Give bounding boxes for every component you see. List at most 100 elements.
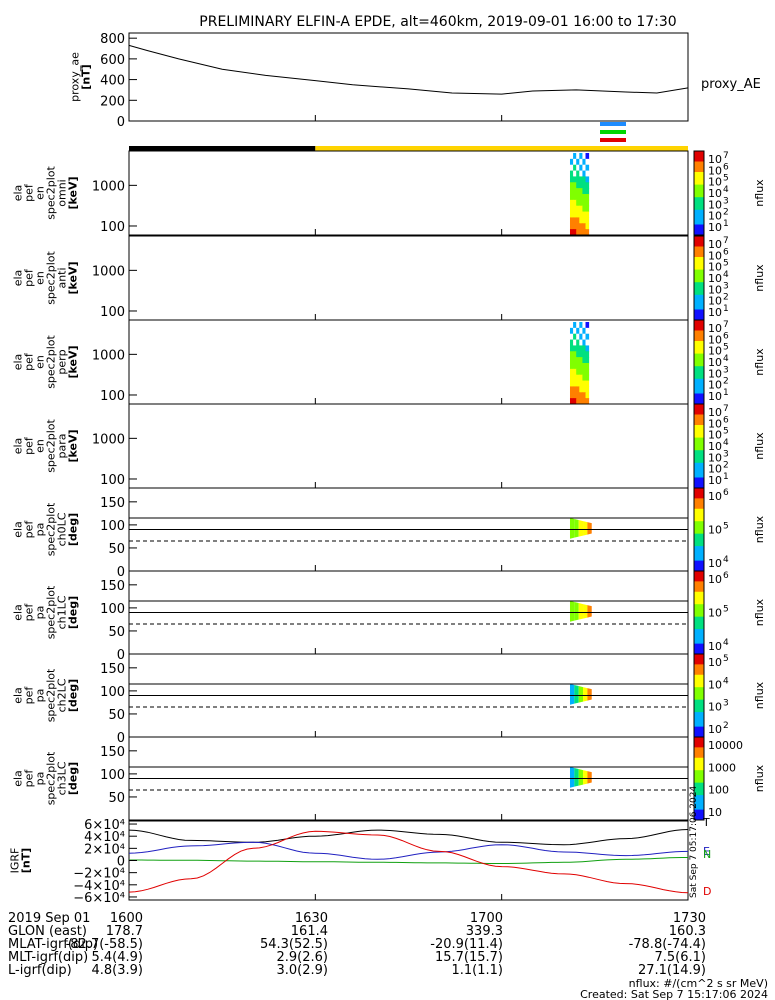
pitch-angle-panel-ylabel-line: pa — [34, 772, 47, 786]
colorbar-tick-label: 10 — [708, 806, 722, 819]
colorbar-segment — [694, 614, 704, 618]
spectrogram-cell — [585, 217, 590, 224]
spectrogram-cell — [579, 229, 583, 236]
spectrogram-cell — [573, 205, 577, 213]
colorbar-segment — [694, 701, 704, 705]
spectrogram-cell — [579, 158, 583, 166]
colorbar-tick-label: 10 — [708, 295, 722, 308]
energy-tick-label: 100 — [100, 305, 125, 320]
ephemeris-value: 7.5(6.1) — [655, 950, 707, 965]
energy-panel-ylabel-line: spec2plot — [45, 251, 58, 305]
energy-panel-ylabel-line: [keV] — [67, 345, 80, 378]
spectrogram-cell — [582, 170, 587, 177]
spectrogram-cell — [579, 164, 583, 172]
pitch-angle-cell — [569, 766, 575, 788]
colorbar-segment — [694, 456, 704, 460]
colorbar-tick-label: 10 — [708, 463, 722, 476]
colorbar-tick-label: 1000 — [708, 761, 736, 774]
spectrogram-cell — [569, 357, 574, 364]
spectrogram-cell — [576, 153, 580, 160]
energy-panel-ylabel-line: ela — [12, 354, 25, 371]
pitch-angle-tick-label: 150 — [100, 496, 125, 511]
colorbar-segment — [694, 577, 704, 580]
colorbar-segment — [694, 541, 704, 545]
colorbar-segment — [694, 169, 704, 173]
colorbar-segment — [694, 548, 704, 551]
colorbar-segment — [694, 637, 704, 640]
spectrogram-cell — [573, 392, 577, 399]
colorbar-title: nflux — [753, 179, 766, 207]
colorbar-segment — [694, 537, 704, 541]
colorbar-segment — [694, 641, 704, 645]
igrf-tick-label: 6×10⁴ — [84, 818, 125, 833]
colorbar-tick-label: 10 — [708, 557, 722, 570]
spectrogram-cell — [579, 223, 583, 230]
spectrogram-cell — [569, 351, 574, 358]
colorbar-segment — [694, 581, 704, 584]
pitch-angle-cell — [587, 605, 592, 618]
colorbar-segment — [694, 265, 704, 268]
colorbar-segment — [694, 643, 704, 647]
igrf-legend-T: T — [702, 816, 710, 829]
spectrogram-cell — [569, 194, 574, 201]
colorbar-segment — [694, 728, 704, 732]
spectrogram-cell — [576, 380, 580, 387]
colorbar-segment — [694, 420, 704, 424]
spectrogram-cell — [585, 327, 590, 335]
spectrogram-cell — [585, 153, 590, 160]
colorbar-segment — [694, 244, 704, 247]
colorbar-tick-exponent: 4 — [723, 555, 729, 565]
colorbar-segment — [694, 676, 704, 680]
spectrogram-cell — [579, 211, 583, 218]
colorbar-segment — [694, 357, 704, 361]
colorbar-segment — [694, 374, 704, 378]
energy-panel-ylabel-line: pef — [23, 268, 36, 287]
spectrogram-cell — [579, 194, 583, 201]
colorbar-segment — [694, 271, 704, 275]
colorbar-segment — [694, 492, 704, 495]
energy-panel-ylabel-line: spec2plot — [45, 166, 58, 220]
colorbar-tick-exponent: 2 — [723, 208, 729, 218]
colorbar-segment — [694, 566, 704, 570]
pitch-angle-panel-ylabel-line: spec2plot — [45, 668, 58, 722]
colorbar-segment — [694, 680, 704, 684]
colorbar-tick-exponent: 7 — [723, 151, 729, 161]
spectrogram-cell — [573, 345, 577, 352]
colorbar-segment — [694, 722, 704, 726]
colorbar-tick-label: 100 — [708, 784, 729, 797]
colorbar-title: nflux — [753, 348, 766, 376]
colorbar-segment — [694, 745, 704, 748]
spectrogram-cell — [585, 229, 590, 236]
energy-panel-ylabel-line: pef — [23, 352, 36, 371]
colorbar-segment — [694, 610, 704, 613]
colorbar-segment — [694, 362, 704, 365]
colorbar-segment — [694, 647, 704, 651]
colorbar-tick-label: 10 — [708, 723, 722, 736]
spectrogram-cell — [569, 322, 574, 329]
colorbar-segment — [694, 726, 704, 730]
colorbar-segment — [694, 263, 704, 266]
colorbar-segment — [694, 622, 704, 626]
ephemeris-row-label: MLAT-igrf(dip) — [8, 937, 98, 952]
colorbar-segment — [694, 782, 704, 786]
spectrogram-cell — [579, 153, 583, 160]
energy-tick-label: 1000 — [92, 179, 125, 194]
colorbar-segment — [694, 710, 704, 713]
spectrogram-cell — [569, 374, 574, 382]
colorbar-segment — [694, 193, 704, 196]
spectrogram-cell — [576, 194, 580, 201]
colorbar-segment — [694, 571, 704, 574]
colorbar-segment — [694, 732, 704, 736]
colorbar-segment — [694, 355, 704, 359]
spectrogram-cell — [576, 345, 580, 352]
colorbar-segment — [694, 620, 704, 624]
colorbar-tick-exponent: 7 — [723, 236, 729, 246]
colorbar-segment — [694, 629, 704, 632]
colorbar-segment — [694, 612, 704, 616]
spectrogram-cell — [585, 374, 590, 382]
spectrogram-cell — [569, 182, 574, 189]
colorbar-segment — [694, 205, 704, 209]
energy-tick-label: 1000 — [92, 348, 125, 363]
colorbar-tick-exponent: 5 — [723, 259, 729, 269]
